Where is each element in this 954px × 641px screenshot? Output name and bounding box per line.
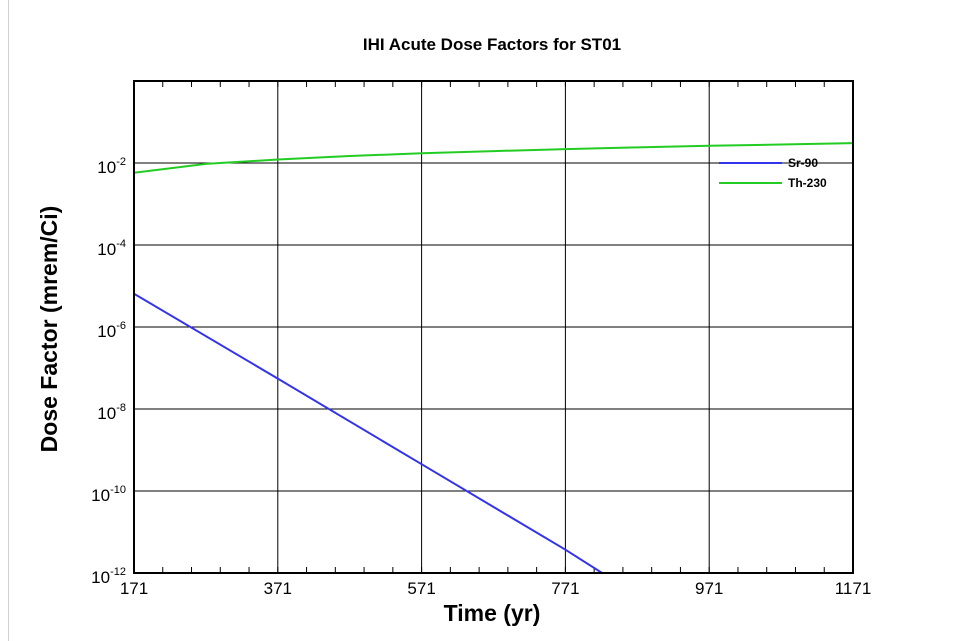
x-tick-label: 571	[407, 579, 435, 598]
series-line-sr-90	[134, 292, 603, 573]
series-lines	[134, 142, 853, 573]
legend-label: Th-230	[788, 176, 827, 190]
page-left-border	[8, 0, 9, 641]
x-axis-title: Time (yr)	[444, 600, 541, 626]
x-tick-labels: 171 371 571 771 971 1171	[120, 579, 871, 598]
x-tick-label: 771	[551, 579, 579, 598]
series-line-th-230	[134, 142, 853, 174]
y-tick-label: 10-8	[97, 402, 126, 423]
y-tick-label: 10-2	[97, 156, 126, 177]
x-tick-label: 1171	[835, 579, 872, 598]
plot-area-frame	[133, 80, 854, 574]
x-tick-label: 971	[695, 579, 723, 598]
y-tick-label: 10-10	[91, 484, 126, 505]
y-tick-label: 10-12	[91, 566, 126, 587]
y-tick-label: 10-4	[97, 238, 126, 259]
grid	[133, 81, 854, 574]
legend: Sr-90 Th-230	[719, 156, 827, 190]
y-tick-label: 10-6	[97, 320, 126, 341]
x-tick-label: 171	[120, 579, 148, 598]
y-tick-labels: 10-12 10-10 10-8 10-6 10-4 10-2	[91, 156, 126, 587]
x-tick-label: 371	[264, 579, 292, 598]
chart-title: IHI Acute Dose Factors for ST01	[363, 35, 621, 54]
legend-label: Sr-90	[788, 156, 818, 170]
y-axis-title: Dose Factor (mrem/Ci)	[36, 206, 62, 453]
